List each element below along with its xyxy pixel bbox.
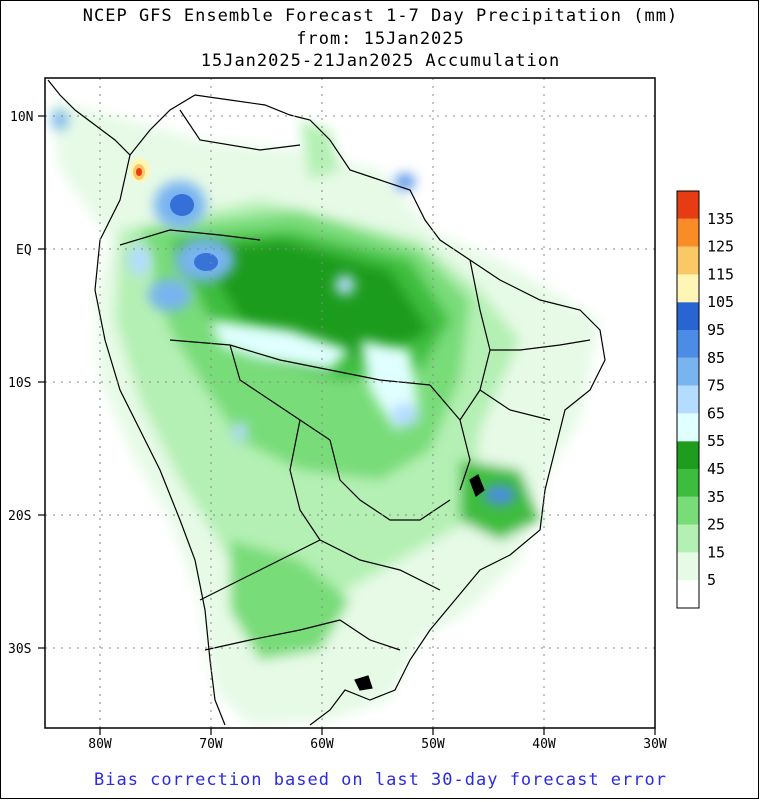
- colorbar-label: 95: [707, 321, 725, 339]
- colorbar-swatch: [677, 441, 699, 469]
- colorbar-swatch: [677, 246, 699, 275]
- colorbar-label: 125: [707, 238, 734, 256]
- title-line-2: from: 15Jan2025: [296, 29, 465, 49]
- colorbar-label: 55: [707, 432, 725, 450]
- colorbar-swatch: [677, 274, 699, 303]
- lat-label-10s: 10S: [8, 376, 31, 391]
- colorbar-swatch: [677, 385, 699, 414]
- lon-label-70w: 70W: [199, 737, 223, 752]
- lon-label-80w: 80W: [88, 737, 112, 752]
- colorbar-swatch: [677, 302, 699, 330]
- colorbar-frame: [676, 190, 700, 609]
- colorbar-swatch: [677, 413, 699, 442]
- colorbar-swatch: [677, 496, 699, 525]
- colorbar-legend: 135 125 115 105 95 85 75 65 55 45 35 25 15 5: [676, 190, 734, 609]
- lat-label-30s: 30S: [8, 642, 31, 657]
- lon-label-40w: 40W: [532, 737, 556, 752]
- colorbar-label: 45: [707, 460, 725, 478]
- colorbar-label: 135: [707, 210, 734, 228]
- lat-label-eq: EQ: [16, 243, 32, 258]
- precipitation-field: [50, 100, 600, 725]
- colorbar-swatch: [677, 218, 699, 247]
- lat-label-20s: 20S: [8, 509, 31, 524]
- colorbar-label: 115: [707, 265, 734, 283]
- colorbar-label: 105: [707, 293, 734, 311]
- colorbar-label: 85: [707, 349, 725, 367]
- lon-label-60w: 60W: [310, 737, 334, 752]
- colorbar-swatch: [677, 469, 699, 497]
- colorbar-label: 5: [707, 571, 716, 589]
- map-border: [44, 77, 656, 729]
- grid-lines: [45, 78, 655, 728]
- lat-label-10n: 10N: [10, 110, 33, 125]
- colorbar-label: 15: [707, 543, 725, 561]
- colorbar-swatch: [677, 191, 699, 219]
- colorbar-label: 25: [707, 516, 725, 534]
- lon-label-30w: 30W: [643, 737, 667, 752]
- lon-label-50w: 50W: [421, 737, 445, 752]
- colorbar-swatch: [677, 357, 699, 386]
- colorbar-swatch: [677, 330, 699, 358]
- colorbar-swatch: [677, 580, 699, 608]
- bias-correction-note: Bias correction based on last 30-day for…: [94, 770, 667, 790]
- colorbar-swatch: [677, 524, 699, 553]
- title-line-1: NCEP GFS Ensemble Forecast 1-7 Day Preci…: [82, 6, 679, 26]
- title-line-3: 15Jan2025-21Jan2025 Accumulation: [200, 51, 561, 71]
- colorbar-label: 75: [707, 377, 725, 395]
- colorbar-label: 35: [707, 488, 725, 506]
- coastlines: [47, 79, 606, 726]
- colorbar-swatch: [677, 552, 699, 581]
- axis-ticks: [38, 115, 656, 735]
- colorbar-label: 65: [707, 404, 725, 422]
